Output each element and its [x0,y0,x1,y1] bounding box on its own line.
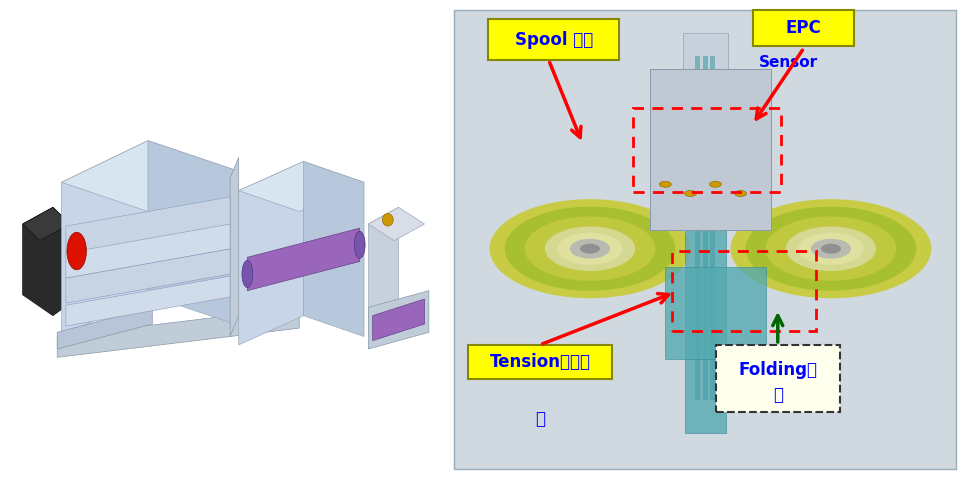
Bar [686,180,725,433]
Polygon shape [368,291,429,349]
Circle shape [798,233,863,265]
Circle shape [545,227,635,271]
Polygon shape [22,207,70,316]
Polygon shape [368,207,424,240]
Polygon shape [368,207,399,324]
Bar [711,56,716,400]
Circle shape [786,227,876,271]
Bar [468,345,612,379]
Polygon shape [239,161,304,345]
Ellipse shape [67,232,86,270]
Circle shape [766,217,896,281]
Circle shape [811,239,851,259]
Polygon shape [66,249,230,303]
Circle shape [557,233,622,265]
Bar [683,33,728,102]
Text: Folding장: Folding장 [738,361,818,379]
Polygon shape [373,299,424,341]
Bar [703,56,708,400]
Circle shape [524,217,655,281]
Bar [651,69,771,230]
Bar [672,251,816,331]
Bar [665,267,766,359]
Polygon shape [304,161,364,336]
Polygon shape [61,141,148,336]
Bar [683,33,728,102]
Polygon shape [57,308,299,357]
Bar [716,345,840,412]
Bar [10,24,442,441]
Ellipse shape [383,214,393,226]
Ellipse shape [242,261,252,287]
Polygon shape [61,141,234,212]
Circle shape [820,244,841,254]
Polygon shape [22,207,70,240]
Circle shape [746,206,917,291]
Bar [488,19,619,60]
Circle shape [580,244,600,254]
Polygon shape [66,276,230,326]
Text: Spool 장치: Spool 장치 [515,31,593,48]
Circle shape [710,182,721,187]
Polygon shape [239,161,364,212]
Text: Sensor: Sensor [759,55,819,70]
Bar [695,56,700,400]
Text: Tension조절장: Tension조절장 [489,353,590,371]
Bar [753,10,854,46]
Circle shape [685,191,696,196]
Ellipse shape [354,231,365,258]
Circle shape [570,239,610,259]
Text: 치: 치 [773,386,783,404]
Circle shape [734,191,747,196]
Text: EPC: EPC [786,19,821,36]
Bar [454,10,956,469]
Text: 치: 치 [535,410,545,428]
Polygon shape [148,141,234,324]
Bar [633,108,781,192]
Polygon shape [66,197,230,255]
Circle shape [730,199,931,298]
Polygon shape [57,308,152,349]
Circle shape [489,199,690,298]
Circle shape [505,206,675,291]
Polygon shape [230,157,239,336]
Circle shape [659,182,671,187]
Polygon shape [66,224,230,278]
Polygon shape [248,228,359,291]
